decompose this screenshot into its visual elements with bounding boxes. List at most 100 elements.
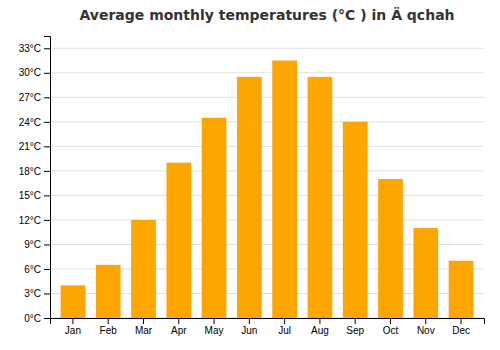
tick-mark — [284, 318, 285, 324]
tick-label: 9°C — [24, 239, 41, 250]
grid — [50, 48, 484, 318]
tick-mark — [44, 97, 50, 98]
tick-mark — [108, 318, 109, 324]
tick-label: 21°C — [19, 141, 41, 152]
tick: 33°C — [19, 43, 50, 54]
tick-mark — [44, 171, 50, 172]
tick: 6°C — [24, 264, 50, 275]
tick-label: Oct — [383, 325, 399, 336]
bar — [96, 265, 121, 318]
tick-mark — [249, 318, 250, 324]
plot: 0°C 3°C 6°C 9°C 12°C 15°C 18°C 21°C 24°C 27°C 30°C… — [19, 37, 485, 337]
tick-label: 15°C — [19, 190, 41, 201]
tick-label: May — [205, 325, 224, 336]
tick-mark — [355, 318, 356, 324]
y-axis: 0°C 3°C 6°C 9°C 12°C 15°C 18°C 21°C 24°C 27°C 30°C… — [19, 37, 51, 324]
tick-label: 12°C — [19, 215, 41, 226]
tick-label: Nov — [417, 325, 435, 336]
grid-line — [50, 219, 484, 220]
x-axis: Jan Feb Mar Apr May Jun Jul Aug Sep Oct Nov Dec — [51, 318, 485, 336]
grid-line — [50, 72, 484, 73]
tick: Jul — [278, 318, 291, 336]
tick-label: Jun — [241, 325, 257, 336]
grid-line — [50, 170, 484, 171]
tick-label: 30°C — [19, 67, 41, 78]
bar — [343, 122, 368, 318]
tick: 15°C — [19, 190, 50, 201]
bar — [378, 179, 403, 318]
tick-label: 24°C — [19, 117, 41, 128]
grid-line — [50, 146, 484, 147]
tick: Nov — [417, 318, 435, 336]
tick: Feb — [100, 318, 118, 336]
tick-label: 6°C — [24, 264, 41, 275]
tick-mark — [319, 318, 320, 324]
tick-label: Feb — [100, 325, 118, 336]
tick: Aug — [311, 318, 329, 336]
tick-mark — [44, 48, 50, 49]
tick-label: Mar — [135, 325, 153, 336]
tick-mark — [425, 318, 426, 324]
tick-mark — [390, 318, 391, 324]
tick-label: Aug — [311, 325, 329, 336]
tick-mark — [461, 318, 462, 324]
tick: Jan — [65, 318, 81, 336]
tick: 21°C — [19, 141, 50, 152]
tick: 9°C — [24, 239, 50, 250]
bar — [166, 163, 191, 318]
grid-line — [50, 97, 484, 98]
tick: Jun — [241, 318, 257, 336]
tick-label: Jul — [278, 325, 291, 336]
bar — [237, 77, 262, 318]
tick: 30°C — [19, 67, 50, 78]
tick: 27°C — [19, 92, 50, 103]
tick: May — [205, 318, 224, 336]
bar — [202, 118, 227, 318]
tick-label: Sep — [346, 325, 364, 336]
tick-mark — [178, 318, 179, 324]
tick: Mar — [135, 318, 153, 336]
grid-line — [50, 48, 484, 49]
tick-mark — [44, 73, 50, 74]
grid-line — [50, 121, 484, 122]
tick-mark — [72, 318, 73, 324]
tick: 12°C — [19, 215, 50, 226]
axis-line — [44, 37, 51, 319]
tick-label: 33°C — [19, 43, 41, 54]
bar — [308, 77, 333, 318]
grid-line — [50, 195, 484, 196]
tick-mark — [44, 293, 50, 294]
chart: 0°C 3°C 6°C 9°C 12°C 15°C 18°C 21°C 24°C 27°C 30°C… — [0, 0, 500, 350]
tick-mark — [44, 318, 50, 319]
bars — [61, 61, 474, 318]
tick: 0°C — [24, 313, 50, 324]
bar — [272, 61, 297, 318]
tick: Apr — [171, 318, 187, 336]
tick: Oct — [383, 318, 399, 336]
tick-label: Apr — [171, 325, 187, 336]
tick-mark — [44, 220, 50, 221]
tick-mark — [214, 318, 215, 324]
tick-mark — [44, 244, 50, 245]
tick-label: 3°C — [24, 288, 41, 299]
tick: Dec — [452, 318, 470, 336]
bar — [61, 285, 86, 318]
tick-label: Dec — [452, 325, 470, 336]
bar — [413, 228, 438, 318]
tick-label: 18°C — [19, 166, 41, 177]
title: Average monthly temperatures (°C ) in Ä … — [79, 7, 454, 23]
bar — [449, 261, 474, 318]
tick-mark — [143, 318, 144, 324]
tick-mark — [44, 195, 50, 196]
tick-mark — [44, 122, 50, 123]
tick-mark — [44, 146, 50, 147]
tick-mark — [44, 269, 50, 270]
tick: 3°C — [24, 288, 50, 299]
tick-label: 0°C — [24, 313, 41, 324]
tick-label: Jan — [65, 325, 81, 336]
tick: 24°C — [19, 117, 50, 128]
tick-label: 27°C — [19, 92, 41, 103]
axis-line — [51, 319, 485, 325]
bar — [131, 220, 156, 318]
tick: Sep — [346, 318, 364, 336]
